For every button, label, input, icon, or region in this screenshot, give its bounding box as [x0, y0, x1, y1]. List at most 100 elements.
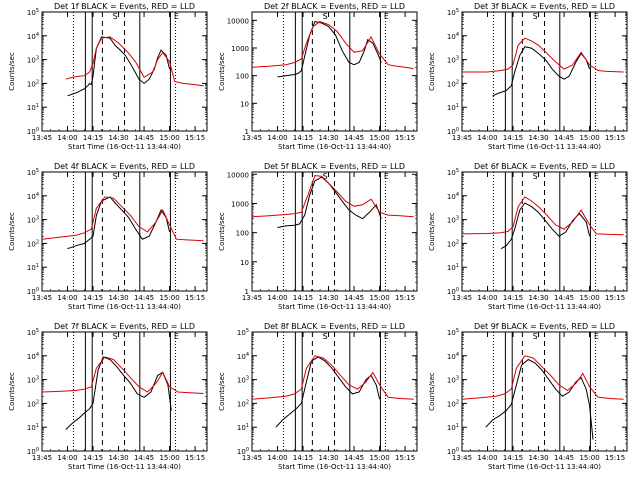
x-axis-label: Start Time (16-Oct-11 13:44:40) — [68, 143, 181, 151]
y-tick-label: 100 — [447, 447, 459, 456]
marker-letter: E — [594, 332, 599, 341]
x-tick-label: 15:15 — [395, 134, 415, 142]
x-tick-label: 14:00 — [477, 294, 497, 302]
x-tick-label: 15:15 — [605, 454, 625, 462]
y-tick-label: 103 — [447, 376, 459, 385]
chart-panel-4: Det 4f BLACK = Events, RED = LLD Counts/s… — [8, 162, 208, 311]
y-tick-label: 104 — [447, 192, 459, 201]
y-tick-label: 105 — [27, 328, 39, 337]
x-tick-label: 14:15 — [293, 454, 313, 462]
lld-series-line — [65, 36, 204, 87]
chart-title: Det 7f BLACK = Events, RED = LLD — [54, 322, 195, 331]
y-tick-label: 102 — [447, 239, 459, 248]
marker-letter: S — [323, 332, 328, 341]
y-tick-label: 1 — [245, 128, 249, 136]
chart-title: Det 4f BLACK = Events, RED = LLD — [54, 162, 195, 171]
y-tick-label: 105 — [447, 168, 459, 177]
y-axis-label: Counts/sec — [428, 372, 436, 411]
y-tick-label: 105 — [447, 328, 459, 337]
y-tick-label: 102 — [447, 79, 459, 88]
lld-series-line — [42, 196, 204, 242]
x-tick-label: 13:45 — [32, 454, 52, 462]
y-tick-label: 104 — [447, 352, 459, 361]
events-series-line — [277, 21, 382, 78]
chart-panel-8: Det 8f BLACK = Events, RED = LLD Counts/s… — [218, 322, 418, 471]
chart-panel-2: Det 2f BLACK = Events, RED = LLD Counts/s… — [218, 2, 418, 151]
y-tick-label: 10 — [240, 259, 249, 267]
lld-series-line — [252, 355, 414, 400]
x-tick-label: 14:30 — [108, 294, 128, 302]
x-tick-label: 14:30 — [318, 294, 338, 302]
x-tick-label: 14:45 — [554, 454, 574, 462]
marker-letter: S — [323, 12, 328, 21]
x-tick-label: 15:15 — [395, 454, 415, 462]
x-tick-label: 13:45 — [242, 134, 262, 142]
lld-series-line — [462, 196, 624, 236]
x-axis-label: Start Time (16-Oct-11 13:44:40) — [278, 143, 391, 151]
y-tick-label: 103 — [447, 56, 459, 65]
events-series-line — [67, 196, 171, 250]
x-tick-label: 15:15 — [395, 294, 415, 302]
marker-letter: S — [323, 172, 328, 181]
x-tick-label: 14:15 — [293, 294, 313, 302]
x-tick-label: 15:15 — [185, 294, 205, 302]
x-tick-label: 14:00 — [57, 134, 77, 142]
chart-title: Det 2f BLACK = Events, RED = LLD — [264, 2, 405, 11]
x-tick-label: 15:00 — [579, 294, 599, 302]
marker-letter: E — [174, 172, 179, 181]
y-axis-label: Counts/sec — [218, 212, 226, 251]
chart-panel-3: Det 3f BLACK = Events, RED = LLD Counts/s… — [428, 2, 628, 151]
x-tick-label: 14:30 — [108, 454, 128, 462]
events-series-line — [485, 358, 594, 440]
x-tick-label: 14:45 — [134, 454, 154, 462]
x-axis-label: Start Time (16-Oct-11 13:44:40) — [488, 303, 601, 311]
events-series-line — [500, 202, 591, 250]
y-tick-label: 104 — [447, 32, 459, 41]
x-tick-label: 15:15 — [605, 134, 625, 142]
marker-letter: E — [594, 12, 599, 21]
y-tick-label: 102 — [27, 399, 39, 408]
y-tick-label: 100 — [27, 127, 39, 136]
y-tick-label: 1000 — [231, 45, 249, 53]
x-tick-label: 15:00 — [579, 134, 599, 142]
y-tick-label: 10 — [240, 100, 249, 108]
x-tick-label: 14:15 — [503, 294, 523, 302]
x-tick-label: 15:00 — [369, 454, 389, 462]
x-tick-label: 14:00 — [477, 454, 497, 462]
x-tick-label: 14:45 — [134, 294, 154, 302]
x-tick-label: 14:15 — [503, 454, 523, 462]
y-axis-label: Counts/sec — [428, 212, 436, 251]
chart-title: Det 1f BLACK = Events, RED = LLD — [54, 2, 195, 11]
y-tick-label: 10000 — [227, 171, 249, 179]
y-tick-label: 102 — [27, 79, 39, 88]
chart-panel-6: Det 6f BLACK = Events, RED = LLD Counts/s… — [428, 162, 628, 311]
x-tick-label: 14:30 — [318, 454, 338, 462]
x-axis-label: Start Time (16-Oct-11 13:44:40) — [278, 463, 391, 471]
events-series-line — [65, 356, 172, 430]
y-tick-label: 102 — [27, 239, 39, 248]
chart-panel-5: Det 5f BLACK = Events, RED = LLD Counts/s… — [218, 162, 418, 311]
x-axis-label: Start Time (16-Oct-11 13:44:40) — [488, 143, 601, 151]
x-tick-label: 13:45 — [452, 454, 472, 462]
marker-letter: E — [384, 332, 389, 341]
x-tick-label: 14:15 — [83, 454, 103, 462]
x-tick-label: 14:30 — [528, 294, 548, 302]
y-axis-label: Counts/sec — [428, 52, 436, 91]
marker-letter: S — [113, 172, 118, 181]
y-tick-label: 101 — [27, 103, 39, 112]
y-tick-label: 103 — [27, 216, 39, 225]
y-tick-label: 10000 — [227, 17, 249, 25]
y-tick-label: 100 — [236, 73, 249, 81]
x-tick-label: 14:30 — [528, 454, 548, 462]
marker-letter: S — [533, 12, 538, 21]
y-tick-label: 101 — [27, 263, 39, 272]
marker-letter: E — [174, 12, 179, 21]
lld-series-line — [462, 37, 624, 73]
x-tick-label: 14:45 — [554, 134, 574, 142]
marker-letter: S — [113, 12, 118, 21]
events-series-line — [275, 356, 381, 428]
x-tick-label: 14:30 — [108, 134, 128, 142]
y-tick-label: 101 — [27, 423, 39, 432]
marker-letter: E — [384, 172, 389, 181]
